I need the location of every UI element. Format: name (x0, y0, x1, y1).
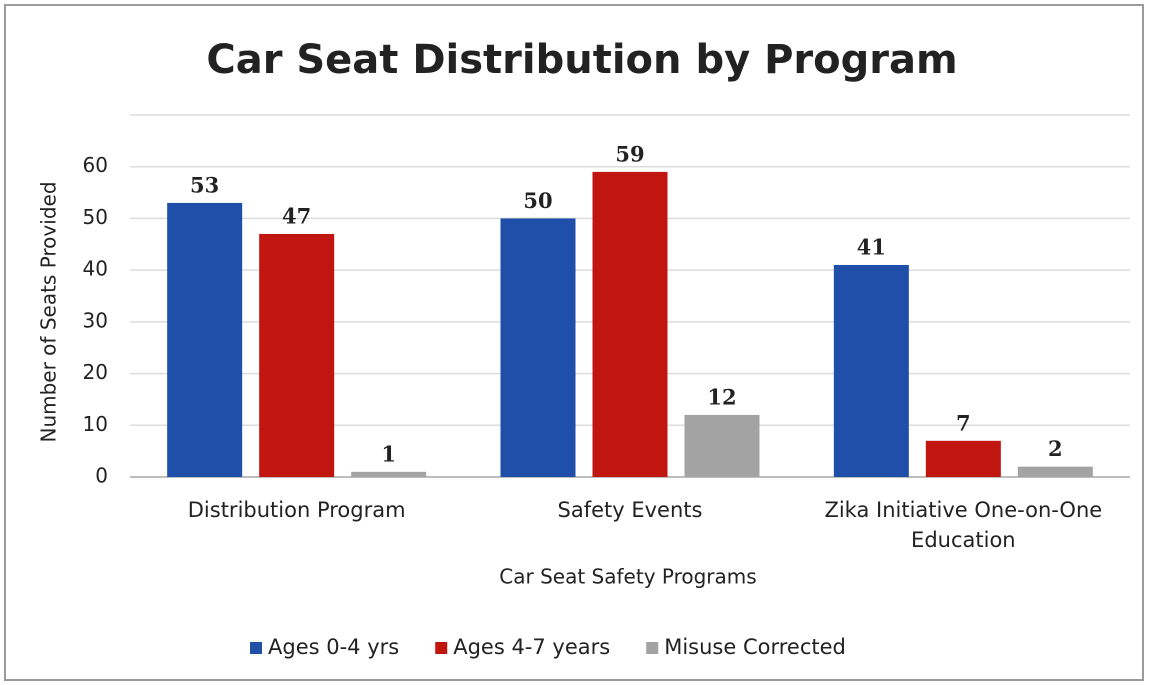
value-label: 50 (523, 188, 552, 213)
y-tick-label: 60 (83, 153, 108, 177)
y-tick-label: 30 (83, 308, 108, 332)
bar (259, 233, 335, 477)
y-tick-label: 0 (95, 464, 108, 488)
legend-swatch (435, 642, 448, 654)
legend-label: Ages 4-7 years (453, 635, 610, 659)
value-label: 2 (1048, 436, 1063, 461)
x-tick-label: Distribution Program (187, 498, 406, 522)
legend-swatch (646, 642, 659, 654)
value-label: 59 (615, 141, 644, 166)
bar (1017, 466, 1093, 477)
bar (500, 218, 576, 477)
value-label: 47 (282, 203, 311, 228)
x-axis-label: Car Seat Safety Programs (499, 565, 756, 589)
legend-swatch (250, 642, 262, 654)
value-label: 12 (707, 384, 736, 409)
y-tick-label: 10 (83, 412, 108, 436)
legend-label: Ages 0-4 yrs (268, 635, 399, 659)
x-tick-label: Zika Initiative One-on-One Education (824, 498, 1103, 552)
legend-label: Misuse Corrected (664, 635, 846, 659)
chart-title: Car Seat Distribution by Program (206, 37, 957, 83)
bar (833, 264, 909, 477)
y-axis-label: Number of Seats Provided (37, 181, 61, 442)
bar (351, 471, 427, 477)
y-tick-label: 50 (83, 205, 108, 229)
x-tick-label: Safety Events (557, 498, 703, 522)
chart-border (4, 4, 1144, 681)
value-label: 41 (857, 234, 886, 259)
value-label: 1 (381, 441, 396, 466)
y-tick-label: 20 (83, 360, 108, 384)
value-label: 7 (956, 410, 971, 435)
bar (925, 440, 1001, 477)
bar (684, 414, 760, 477)
value-label: 53 (190, 172, 219, 197)
y-tick-label: 40 (83, 257, 108, 281)
bar (167, 202, 243, 477)
bar (592, 171, 668, 477)
